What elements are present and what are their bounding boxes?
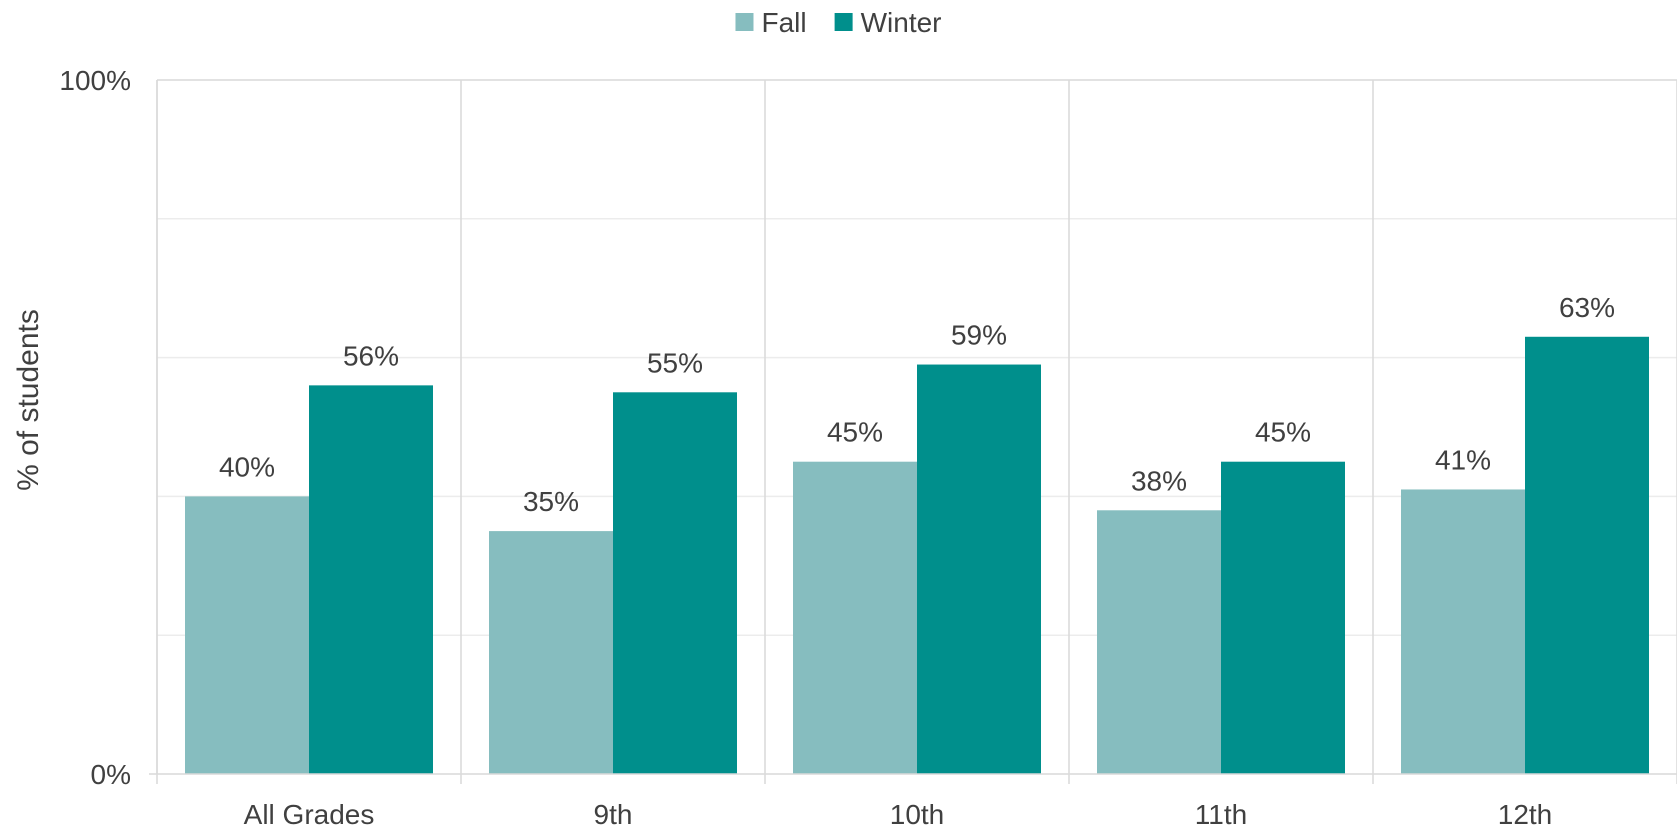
- bar-fall-0: [185, 496, 309, 774]
- bar-winter-0: [309, 385, 433, 774]
- data-label-fall-4: 41%: [1435, 444, 1491, 475]
- y-axis-title: % of students: [12, 309, 45, 491]
- bar-winter-4: [1525, 336, 1649, 774]
- bar-fall-1: [489, 531, 613, 774]
- x-tick-label: 12th: [1498, 799, 1553, 830]
- bar-fall-2: [793, 461, 917, 774]
- legend-label-fall: Fall: [761, 7, 806, 38]
- x-tick-label: 10th: [890, 799, 945, 830]
- legend: Fall Winter: [735, 7, 942, 38]
- plot-area: 40% 56% 35% 55% 45% 59% 38% 45% 41% 63%: [185, 292, 1649, 774]
- data-label-fall-3: 38%: [1131, 465, 1187, 496]
- y-tick-label: 0%: [91, 759, 131, 790]
- legend-swatch-winter: [834, 13, 853, 31]
- x-tick-label: 9th: [594, 799, 633, 830]
- bar-fall-3: [1097, 510, 1221, 774]
- legend-swatch-fall: [735, 13, 754, 31]
- x-tick-label: All Grades: [244, 799, 375, 830]
- data-label-fall-0: 40%: [219, 451, 275, 482]
- data-label-winter-1: 55%: [647, 347, 703, 378]
- data-label-winter-0: 56%: [343, 340, 399, 371]
- bar-winter-1: [613, 392, 737, 774]
- legend-label-winter: Winter: [861, 7, 942, 38]
- data-label-winter-3: 45%: [1255, 417, 1311, 448]
- y-tick-label: 100%: [59, 65, 131, 96]
- data-label-winter-4: 63%: [1559, 292, 1615, 323]
- data-label-fall-2: 45%: [827, 417, 883, 448]
- x-tick-label: 11th: [1195, 799, 1247, 830]
- bar-winter-2: [917, 364, 1041, 774]
- axes: 0% 100% All Grades 9th 10th 11th 12th: [59, 65, 1677, 830]
- bar-winter-3: [1221, 461, 1345, 774]
- data-label-winter-2: 59%: [951, 320, 1007, 351]
- data-label-fall-1: 35%: [523, 486, 579, 517]
- bar-fall-4: [1401, 489, 1525, 774]
